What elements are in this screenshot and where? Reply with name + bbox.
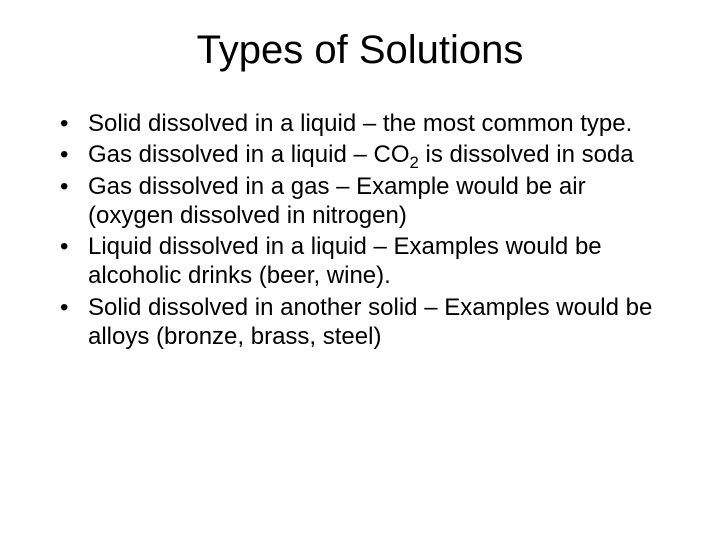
bullet-list: Solid dissolved in a liquid – the most c… — [48, 109, 672, 351]
list-item: Liquid dissolved in a liquid – Examples … — [60, 232, 672, 291]
list-item: Solid dissolved in a liquid – the most c… — [60, 109, 672, 138]
list-item: Gas dissolved in a gas – Example would b… — [60, 172, 672, 231]
slide: Types of Solutions Solid dissolved in a … — [0, 0, 720, 540]
bullet-text: Gas dissolved in a liquid – CO — [88, 141, 410, 168]
subscript: 2 — [410, 153, 419, 172]
bullet-text: is dissolved in soda — [419, 141, 634, 168]
list-item: Solid dissolved in another solid – Examp… — [60, 293, 672, 352]
bullet-text: Gas dissolved in a gas – Example would b… — [88, 173, 586, 229]
list-item: Gas dissolved in a liquid – CO2 is disso… — [60, 140, 672, 169]
bullet-text: Solid dissolved in another solid – Examp… — [88, 294, 652, 350]
bullet-text: Liquid dissolved in a liquid – Examples … — [88, 233, 602, 289]
slide-title: Types of Solutions — [48, 28, 672, 73]
bullet-text: Solid dissolved in a liquid – the most c… — [88, 110, 632, 137]
